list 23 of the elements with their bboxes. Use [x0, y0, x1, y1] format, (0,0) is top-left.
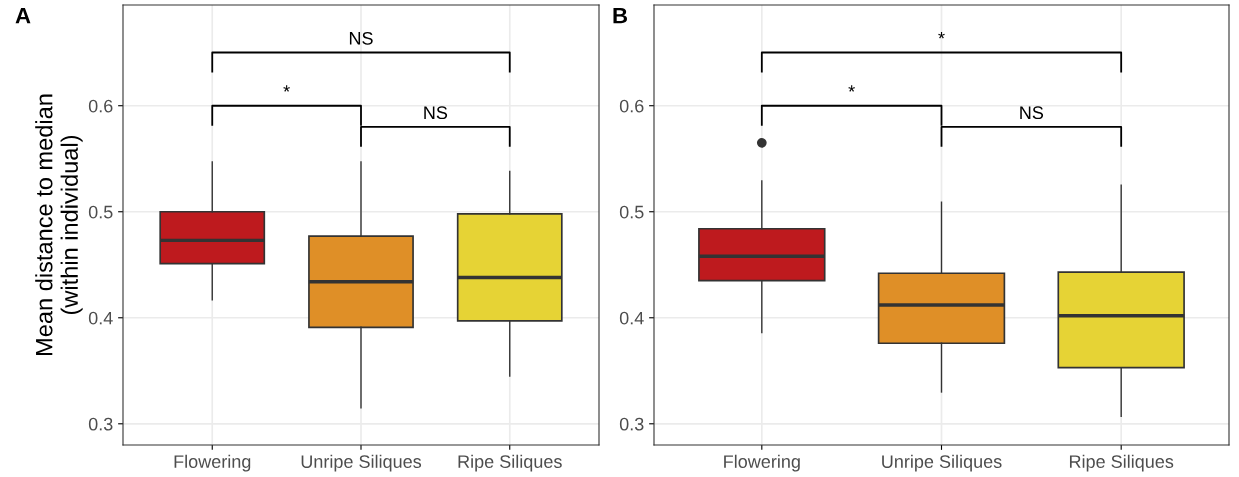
annotation: NS: [424, 106, 448, 120]
y-tick-label: 0.6: [88, 99, 113, 113]
chart-title: B: [613, 7, 628, 24]
y-axis-title: Mean distance to median (within individual): [35, 94, 83, 355]
y-tick-label: 0.6: [619, 99, 644, 113]
x-tick-label: Flowering: [724, 454, 800, 472]
x-tick-label: Unripe Siliques: [882, 454, 1002, 472]
annotation: NS: [1020, 106, 1044, 120]
annotation: *: [938, 32, 945, 39]
x-tick-label: Unripe Siliques: [301, 454, 422, 472]
x-tick-label: Ripe Siliques: [1069, 454, 1174, 472]
x-tick-label: Ripe Siliques: [458, 454, 562, 472]
x-tick-label: Flowering: [174, 454, 251, 472]
chart-title: A: [15, 7, 31, 24]
annotation: *: [283, 85, 290, 92]
y-tick-label: 0.3: [88, 417, 113, 431]
annotation: NS: [349, 31, 373, 45]
y-tick-label: 0.5: [88, 205, 113, 219]
y-tick-label: 0.4: [619, 311, 644, 325]
annotation: *: [848, 85, 855, 92]
y-tick-label: 0.4: [88, 311, 113, 325]
y-tick-label: 0.3: [619, 417, 644, 431]
y-tick-label: 0.5: [619, 205, 644, 219]
